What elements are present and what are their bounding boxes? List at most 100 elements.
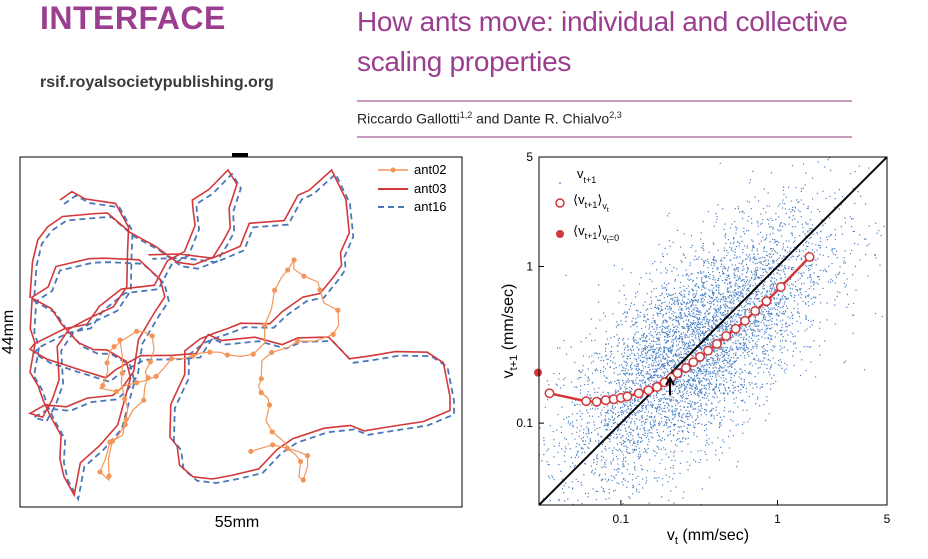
scatter-point — [627, 381, 629, 383]
trajectory-ant02-point — [330, 331, 336, 337]
scatter-point — [754, 343, 756, 345]
scatter-point — [642, 421, 644, 423]
scatter-point — [745, 314, 747, 316]
scatter-point — [728, 318, 730, 320]
scatter-point — [698, 311, 700, 313]
scatter-point — [757, 396, 759, 398]
scatter-point — [633, 340, 635, 342]
scatter-point — [628, 417, 631, 419]
scatter-point — [748, 372, 750, 374]
scatter-point — [653, 362, 655, 364]
scatter-point — [649, 377, 651, 379]
scatter-point — [819, 237, 822, 239]
scatter-point — [679, 386, 681, 389]
scatter-point — [865, 254, 867, 256]
trajectory-ant02-point — [270, 442, 276, 448]
scatter-point — [737, 266, 739, 269]
scatter-point — [763, 345, 765, 347]
scatter-point — [701, 488, 703, 490]
scatter-point — [708, 308, 710, 310]
scatter-point — [759, 331, 761, 333]
scatter-point — [683, 312, 686, 314]
scatter-point — [630, 439, 632, 442]
scatter-point — [588, 379, 590, 381]
scatter-point — [737, 279, 739, 281]
scatter-point — [719, 308, 721, 310]
scatter-point — [704, 293, 706, 295]
scatter-point — [833, 253, 835, 255]
scatter-point — [557, 347, 559, 349]
scatter-point — [742, 265, 744, 267]
scatter-point — [746, 303, 748, 305]
scatter-point — [632, 487, 634, 489]
scatter-point — [825, 197, 827, 200]
scatter-point — [643, 427, 645, 429]
scatter-point — [738, 385, 740, 387]
scatter-point — [729, 323, 731, 325]
scatter-point — [687, 424, 689, 426]
scatter-point — [717, 358, 719, 360]
scatter-point — [729, 339, 731, 341]
scatter-point — [672, 465, 674, 467]
scatter-point — [779, 307, 781, 309]
scatter-point — [844, 250, 846, 252]
scatter-point — [586, 394, 588, 396]
scatter-point — [721, 419, 723, 421]
scatter-point — [684, 344, 687, 346]
scatter-point — [721, 260, 723, 262]
scatter-point — [712, 375, 714, 377]
scatter-point — [574, 399, 577, 401]
scatter-point — [682, 327, 684, 329]
scatter-point — [700, 389, 702, 391]
scatter-point — [711, 335, 714, 337]
scatter-point — [643, 336, 645, 338]
scatter-point — [792, 209, 794, 212]
scatter-point — [640, 388, 642, 390]
scatter-point — [757, 398, 759, 400]
scatter-point — [696, 277, 698, 279]
scatter-point — [688, 423, 690, 425]
trajectory-ant02-point — [297, 458, 304, 465]
scatter-point — [792, 284, 794, 286]
scatter-point — [689, 379, 691, 381]
scatter-point — [786, 283, 788, 285]
scatter-point — [674, 312, 676, 314]
scatter-point — [650, 296, 652, 298]
scatter-point — [782, 319, 784, 321]
scatter-point — [726, 283, 729, 285]
scatter-point — [704, 451, 706, 453]
scatter-point — [612, 405, 614, 407]
scatter-point — [606, 363, 608, 365]
scatter-point — [810, 211, 812, 213]
scatter-point — [654, 415, 656, 417]
scatter-point — [781, 367, 783, 369]
scatter-point — [806, 207, 808, 209]
scatter-point — [807, 319, 810, 321]
scatter-point — [623, 477, 625, 480]
scatter-point — [710, 343, 712, 345]
scatter-point — [641, 328, 643, 330]
scatter-point — [611, 425, 613, 428]
trajectory-ant02-point — [295, 338, 301, 344]
scatter-point — [657, 315, 659, 317]
scatter-point — [715, 325, 717, 327]
scatter-point — [687, 345, 689, 347]
scatter-point — [755, 285, 757, 287]
scatter-point — [778, 230, 780, 232]
scatter-point — [682, 437, 684, 439]
scatter-point — [831, 248, 833, 250]
scatter-point — [790, 247, 792, 249]
scatter-point — [680, 313, 682, 315]
scatter-point — [743, 212, 745, 214]
scatter-point — [761, 383, 764, 385]
scatter-point — [668, 347, 670, 349]
scatter-point — [708, 312, 710, 315]
scatter-point — [712, 300, 714, 303]
scatter-point — [738, 334, 740, 336]
scatter-point — [698, 422, 700, 424]
scatter-point — [632, 399, 634, 401]
scatter-point — [614, 417, 616, 420]
scatter-point — [556, 384, 558, 386]
scatter-point — [560, 426, 562, 428]
scatter-point — [627, 346, 629, 348]
